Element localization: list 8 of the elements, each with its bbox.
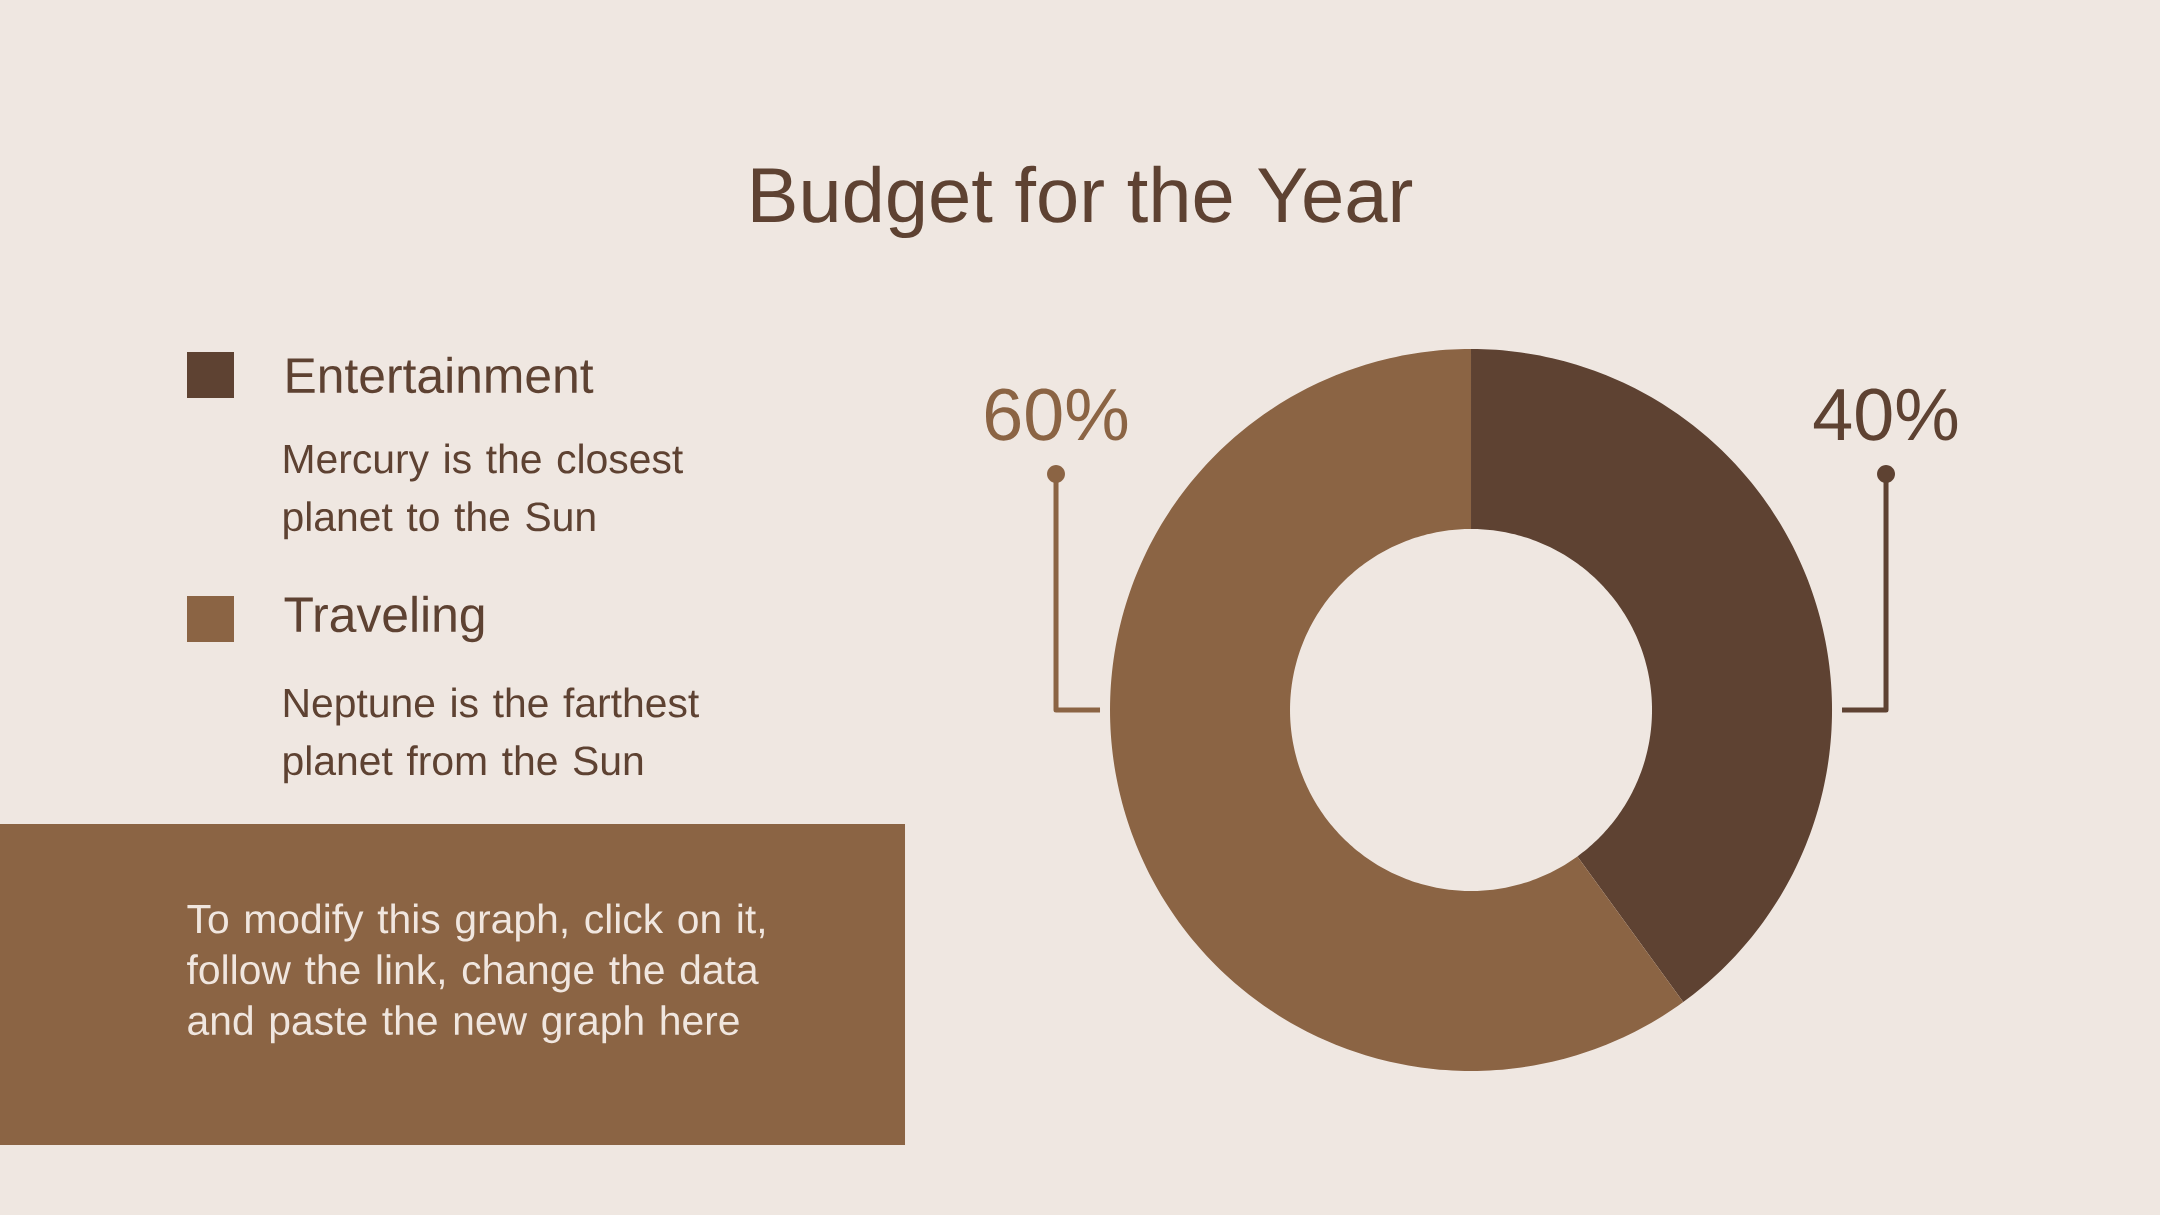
text: Neptune is the farthest planet from the Sun <box>284 687 699 784</box>
text: Mercury is the closest planet to the Sun <box>284 443 683 540</box>
chart-title: Budget for the Year <box>752 165 1413 239</box>
data-label: 40% <box>1813 388 1958 441</box>
data-label: 60% <box>985 388 1128 441</box>
text: To modify this graph, click on it, follow the link, change the data and paste the new graph here <box>187 903 764 1044</box>
legend-label: Traveling <box>284 595 484 643</box>
legend-label: Entertainment <box>287 356 594 394</box>
